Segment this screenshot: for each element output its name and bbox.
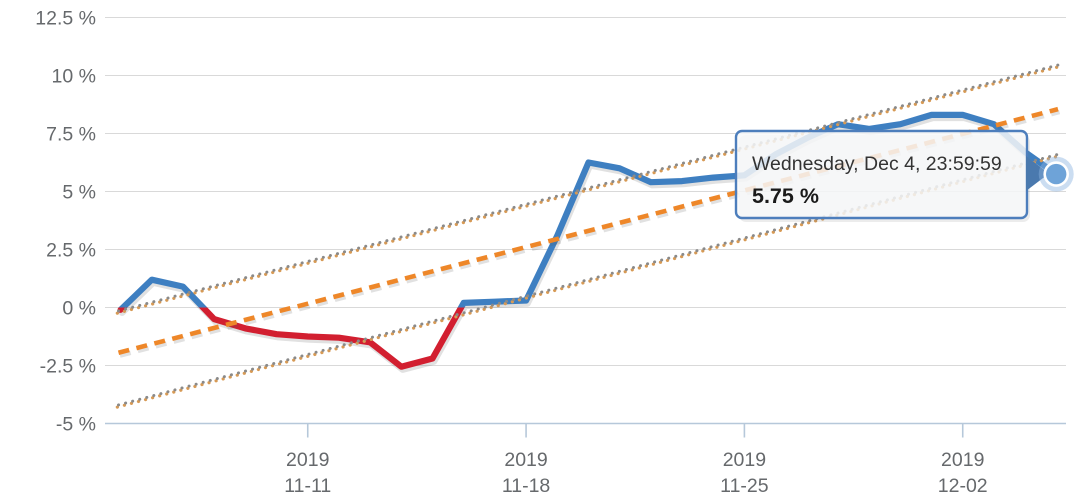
tooltip-value-text: 5.75 % <box>752 184 819 208</box>
grid-layer: 12.5 % 10 % 7.5 % 5 % 2.5 % 0 % -2.5 % -5 % 2019… <box>35 8 1066 497</box>
x-axis-label-date: 11-11 <box>284 475 331 497</box>
y-axis-label: 7.5 % <box>46 124 96 146</box>
trend-line-shadow <box>119 109 1061 358</box>
confidence-band-upper <box>117 63 1060 313</box>
y-axis-label: -5 % <box>56 414 96 436</box>
confidence-band-upper-tan <box>115 65 1059 315</box>
y-axis-label: 2.5 % <box>46 240 96 262</box>
y-axis-label: 12.5 % <box>35 8 96 30</box>
series-line-positive[interactable] <box>118 111 1060 367</box>
x-axis-label-year: 2019 <box>504 449 547 471</box>
x-axis-label-date: 12-02 <box>938 475 988 497</box>
y-axis-label: 5 % <box>62 182 96 204</box>
series-layer <box>117 111 1061 373</box>
x-axis-label-date: 11-18 <box>502 475 550 497</box>
tooltip-pointer <box>1026 156 1049 191</box>
y-axis-label: -2.5 % <box>40 356 96 378</box>
x-axis-label-year: 2019 <box>286 449 329 471</box>
highlighted-point[interactable] <box>1038 156 1074 192</box>
y-axis-label: 10 % <box>52 66 96 88</box>
trend-line-dashed <box>117 106 1059 355</box>
point-dot-icon[interactable] <box>1046 163 1067 185</box>
tooltip: Wednesday, Dec 4, 23:59:59 5.75 % <box>734 129 1049 222</box>
x-axis-label-year: 2019 <box>941 449 984 471</box>
y-axis-label: 0 % <box>62 298 96 320</box>
series-line-negative[interactable] <box>117 115 1057 370</box>
tooltip-date-text: Wednesday, Dec 4, 23:59:59 <box>752 153 1002 175</box>
x-axis-label-date: 11-25 <box>720 475 769 497</box>
x-axis-label-year: 2019 <box>723 449 766 471</box>
